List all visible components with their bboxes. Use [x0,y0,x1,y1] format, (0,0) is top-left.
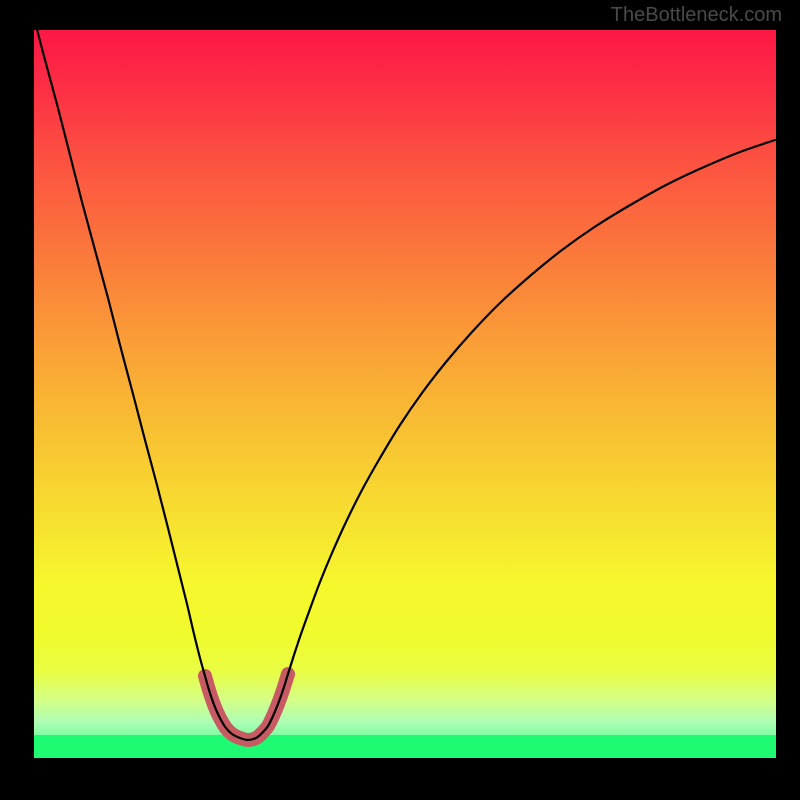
green-band [34,735,776,758]
attribution-text: TheBottleneck.com [611,4,782,27]
bottleneck-chart [0,0,800,800]
plot-background-gradient [34,30,776,758]
